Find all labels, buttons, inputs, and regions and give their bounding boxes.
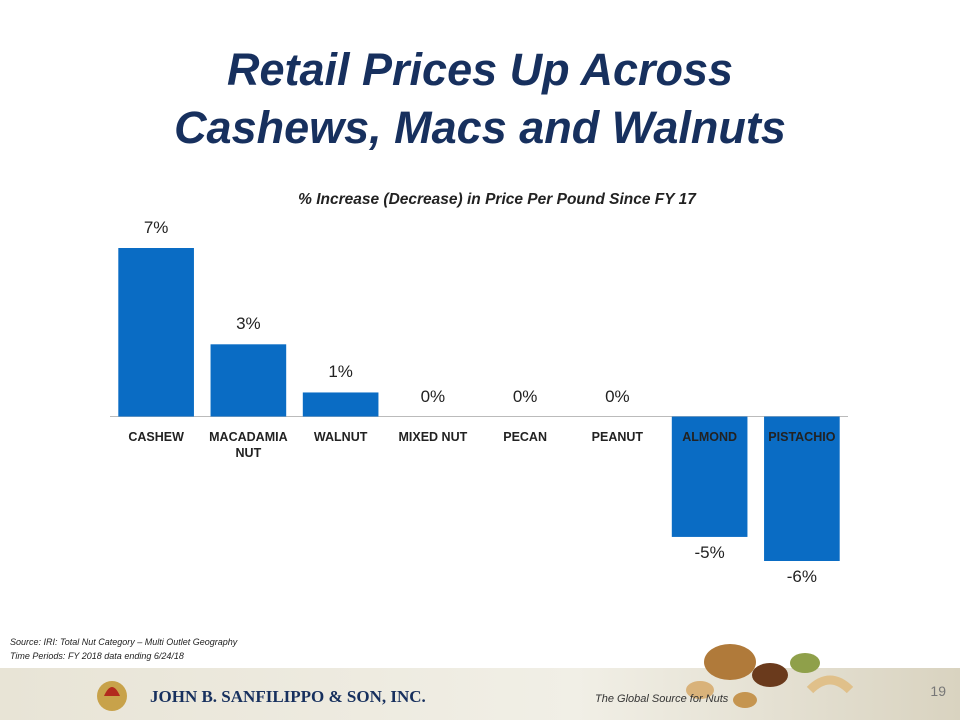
x-tick-label: CASHEW: [128, 429, 184, 444]
nuts-image: [686, 644, 854, 708]
bar: [671, 416, 748, 537]
source-note: Source: IRI: Total Nut Category – Multi …: [10, 637, 238, 647]
data-label: 0%: [512, 386, 538, 406]
x-tick-label: PISTACHIO: [768, 429, 836, 444]
bar: [302, 392, 379, 417]
data-label: 0%: [420, 386, 446, 406]
chart-title: % Increase (Decrease) in Price Per Pound…: [298, 191, 697, 208]
slide-title: Cashews, Macs and Walnuts: [174, 102, 786, 153]
x-tick-label: WALNUT: [313, 429, 368, 444]
data-label: 7%: [143, 218, 169, 237]
slide-title: Retail Prices Up Across: [226, 44, 734, 95]
source-note: Time Periods: FY 2018 data ending 6/24/1…: [10, 651, 184, 661]
x-tick-label: MIXED NUT: [398, 429, 468, 444]
tagline: The Global Source for Nuts: [595, 693, 729, 705]
data-label: 0%: [605, 386, 630, 406]
footer-band: [0, 668, 960, 720]
logo-tree: [104, 687, 120, 696]
data-label: -5%: [694, 542, 725, 562]
x-tick-label: PEANUT: [591, 429, 644, 444]
bar: [764, 416, 840, 561]
x-tick-label: ALMOND: [682, 429, 738, 444]
bar: [210, 344, 287, 417]
x-tick-label: PECAN: [503, 429, 547, 444]
company-name: JOHN B. SANFILIPPO & SON, INC.: [150, 687, 426, 706]
x-tick-label: MACADAMIA NUT: [209, 429, 288, 460]
page-number: 19: [930, 683, 946, 699]
data-label: 1%: [328, 362, 353, 382]
data-label: 3%: [236, 314, 261, 334]
bar: [118, 248, 194, 417]
data-label: -6%: [786, 567, 817, 586]
